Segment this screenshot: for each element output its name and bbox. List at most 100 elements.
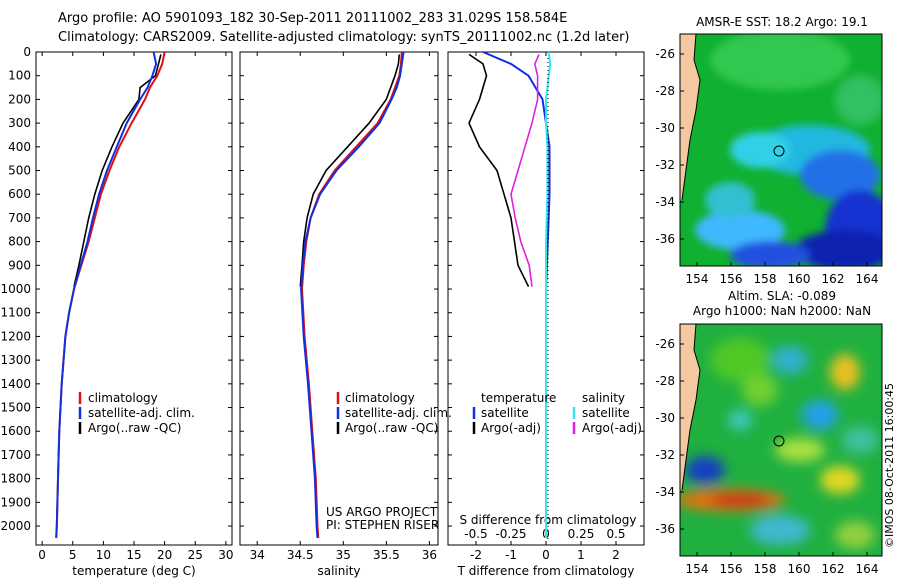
x-tick-label: 15 [126, 548, 141, 562]
depth-axis: 0 100 200 300 400 500 600 700 800 900 1000 1100 1200… [0, 45, 644, 533]
series-line [55, 52, 158, 538]
map-x-tick: 162 [822, 562, 845, 576]
diff-legend-t-title: temperature [481, 391, 556, 405]
diff-legend-s-title: salinity [582, 391, 625, 405]
sal-legend-argo: Argo(..raw -QC) [345, 421, 438, 435]
s-tick-label: -0.25 [495, 527, 526, 541]
float-marker [773, 145, 785, 157]
depth-tick-label: 0 [23, 45, 31, 59]
sst-title: AMSR-E SST: 18.2 Argo: 19.1 [696, 15, 868, 29]
sal-panel [239, 51, 439, 546]
diff-series [468, 52, 552, 538]
depth-tick-label: 400 [8, 140, 31, 154]
diff-legend-s-argo: Argo(-adj) [582, 421, 642, 435]
temp-series [55, 52, 166, 538]
x-tick-label: 5 [69, 548, 77, 562]
depth-tick-label: 1500 [0, 401, 31, 415]
x-tick-label: 2 [612, 548, 620, 562]
x-tick-label: 34.5 [287, 548, 314, 562]
header-line1: Argo profile: AO 5901093_182 30-Sep-2011… [58, 11, 567, 26]
temp-legend: climatology satellite-adj. clim. Argo(..… [78, 391, 195, 435]
sla-map-axes: 154 156 158 160 162 164 -26 -28 -30 -32 -34 -36 [655, 337, 878, 576]
diff-legend-t-argo: Argo(-adj) [481, 421, 541, 435]
map-x-tick: 158 [754, 562, 777, 576]
map-x-tick: 164 [856, 562, 879, 576]
float-marker-2 [773, 435, 785, 447]
sst-map-frame [679, 33, 883, 267]
depth-tick-label: 800 [8, 235, 31, 249]
depth-tick-label: 1200 [0, 329, 31, 343]
sla-title2: Argo h1000: NaN h2000: NaN [693, 304, 871, 318]
x-tick-label: -1 [505, 548, 517, 562]
map-y-tick: -32 [655, 448, 675, 462]
temp-legend-argo: Argo(..raw -QC) [88, 421, 181, 435]
depth-tick-label: 1300 [0, 353, 31, 367]
imos-stamp: ©IMOS 08-Oct-2011 16:00:45 [883, 383, 896, 548]
sst-map [680, 34, 882, 266]
x-tick-label: 0 [542, 548, 550, 562]
depth-tick-label: 1400 [0, 377, 31, 391]
sal-xlabel: salinity [317, 564, 360, 578]
x-tick-label: 0 [38, 548, 46, 562]
sla-map-frame [679, 323, 883, 557]
x-tick-label: 20 [157, 548, 172, 562]
depth-tick-label: 500 [8, 164, 31, 178]
map-x-tick: 162 [822, 272, 845, 286]
series-line [510, 54, 540, 287]
temp-xlabel: temperature (deg C) [72, 564, 195, 578]
map-x-tick: 160 [788, 562, 811, 576]
map-y-tick: -34 [655, 485, 675, 499]
map-y-tick: -30 [655, 121, 675, 135]
diff-xlabel: T difference from climatology [457, 564, 635, 578]
x-tick-label: 34 [250, 548, 265, 562]
depth-tick-label: 600 [8, 187, 31, 201]
diff-xlabel2: S difference from climatology [460, 513, 637, 527]
diff-x-axis: -2 -1 0 1 2 [470, 52, 620, 562]
map-x-tick: 154 [686, 272, 709, 286]
depth-tick-label: 1000 [0, 282, 31, 296]
s-tick-label: 0.25 [568, 527, 595, 541]
x-tick-label: 35 [336, 548, 351, 562]
depth-tick-label: 1900 [0, 495, 31, 509]
depth-tick-label: 700 [8, 211, 31, 225]
x-tick-label: -2 [470, 548, 482, 562]
map-y-tick: -30 [655, 411, 675, 425]
sal-x-axis: 34 34.5 35 35.5 36 [250, 52, 437, 562]
s-tick-label: 0.5 [606, 527, 625, 541]
depth-tick-label: 200 [8, 92, 31, 106]
temp-panel [35, 51, 233, 546]
sst-map-axes: 154 156 158 160 162 164 -26 -28 -30 -32 -34 -36 [655, 47, 878, 286]
depth-tick-label: 1700 [0, 448, 31, 462]
depth-tick-label: 300 [8, 116, 31, 130]
map-y-tick: -36 [655, 232, 675, 246]
map-y-tick: -26 [655, 337, 675, 351]
sla-map [680, 324, 882, 556]
depth-tick-label: 1800 [0, 472, 31, 486]
map-y-tick: -34 [655, 195, 675, 209]
depth-tick-label: 1100 [0, 306, 31, 320]
map-y-tick: -36 [655, 522, 675, 536]
diff-legend: temperature satellite Argo(-adj) salinit… [472, 391, 642, 435]
series-line [468, 53, 530, 287]
sal-series [299, 52, 405, 538]
x-tick-label: 35.5 [373, 548, 400, 562]
map-x-tick: 160 [788, 272, 811, 286]
s-tick-label: -0.5 [464, 527, 487, 541]
sla-title1: Altim. SLA: -0.089 [728, 289, 836, 303]
depth-tick-label: 1600 [0, 424, 31, 438]
series-line [73, 54, 162, 287]
series-line [545, 52, 552, 538]
map-y-tick: -32 [655, 158, 675, 172]
pi-label: PI: STEPHEN RISER [326, 518, 439, 532]
map-y-tick: -28 [655, 374, 675, 388]
project-label: US ARGO PROJECT [326, 505, 438, 519]
series-line [300, 52, 405, 538]
map-x-tick: 164 [856, 272, 879, 286]
series-line [299, 54, 401, 287]
temp-legend-sat: satellite-adj. clim. [88, 406, 195, 420]
x-tick-label: 1 [577, 548, 585, 562]
sal-legend-clim: climatology [345, 391, 415, 405]
x-tick-label: 25 [188, 548, 203, 562]
map-y-tick: -26 [655, 47, 675, 61]
sal-legend: climatology satellite-adj. clim. Argo(..… [336, 391, 452, 435]
